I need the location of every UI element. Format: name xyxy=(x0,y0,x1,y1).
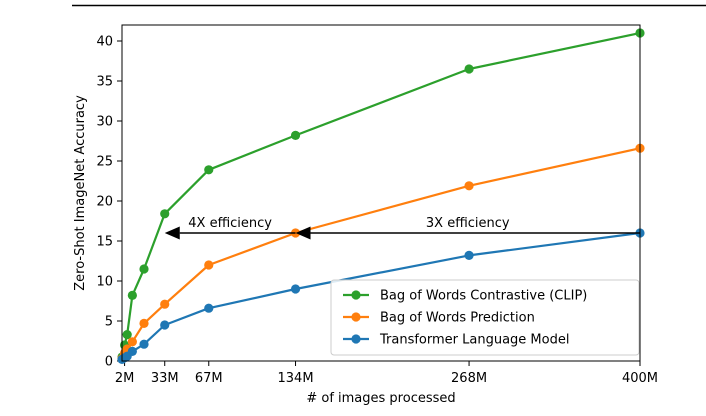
y-tick-label: 20 xyxy=(96,195,113,210)
legend-label: Bag of Words Contrastive (CLIP) xyxy=(380,289,587,304)
legend: Bag of Words Contrastive (CLIP) Bag of Wo… xyxy=(330,279,640,356)
data-point xyxy=(160,299,170,309)
data-point xyxy=(464,64,474,74)
legend-box xyxy=(330,279,640,356)
legend-label: Bag of Words Prediction xyxy=(380,311,535,326)
data-point xyxy=(127,346,137,356)
data-point xyxy=(139,264,149,274)
y-tick-label: 40 xyxy=(96,35,113,50)
data-point xyxy=(160,320,170,330)
y-axis-title: Zero-Shot ImageNet Accuracy xyxy=(73,95,88,291)
annotation-arrow-head xyxy=(295,226,311,240)
annotation-label: 3X efficiency xyxy=(426,216,510,231)
data-point xyxy=(290,284,301,294)
y-tick-label: 30 xyxy=(96,115,113,130)
data-point xyxy=(139,318,149,328)
y-tick-label: 0 xyxy=(105,355,113,370)
legend-marker xyxy=(351,312,361,322)
y-tick-label: 10 xyxy=(96,275,113,290)
data-point xyxy=(464,250,474,260)
x-axis-title: # of images processed xyxy=(306,391,455,406)
y-axis-ticks: 0 5 10 15 20 25 30 35 40 xyxy=(96,35,122,370)
y-tick-label: 35 xyxy=(96,75,113,90)
data-point xyxy=(127,337,137,347)
y-tick-label: 5 xyxy=(105,315,113,330)
plot-frame xyxy=(121,24,641,362)
legend-marker xyxy=(351,290,361,300)
legend-label: Transformer Language Model xyxy=(379,333,569,348)
data-point xyxy=(290,130,301,140)
x-axis-ticks: 2M 33M 67M 134M 268M 400M xyxy=(115,361,658,386)
x-tick-label: 268M xyxy=(451,371,487,386)
x-tick-label: 134M xyxy=(278,371,314,386)
annotation-label: 4X efficiency xyxy=(188,216,272,231)
y-tick-label: 25 xyxy=(96,155,113,170)
x-tick-label: 67M xyxy=(195,371,223,386)
x-tick-label: 400M xyxy=(622,371,658,386)
data-point xyxy=(127,290,137,300)
data-point xyxy=(204,165,214,175)
data-point xyxy=(139,339,149,349)
data-point xyxy=(464,181,474,191)
data-point xyxy=(204,260,214,270)
data-point xyxy=(122,330,132,340)
series-line-0 xyxy=(120,31,641,358)
efficiency-annotations: 4X efficiency 3X efficiency xyxy=(164,216,640,240)
x-tick-label: 2M xyxy=(115,371,135,386)
annotation-arrow-head xyxy=(164,226,180,240)
y-tick-label: 15 xyxy=(96,235,113,250)
x-tick-label: 33M xyxy=(151,371,179,386)
data-point xyxy=(160,209,170,219)
data-point xyxy=(204,303,214,313)
legend-marker xyxy=(351,334,361,344)
